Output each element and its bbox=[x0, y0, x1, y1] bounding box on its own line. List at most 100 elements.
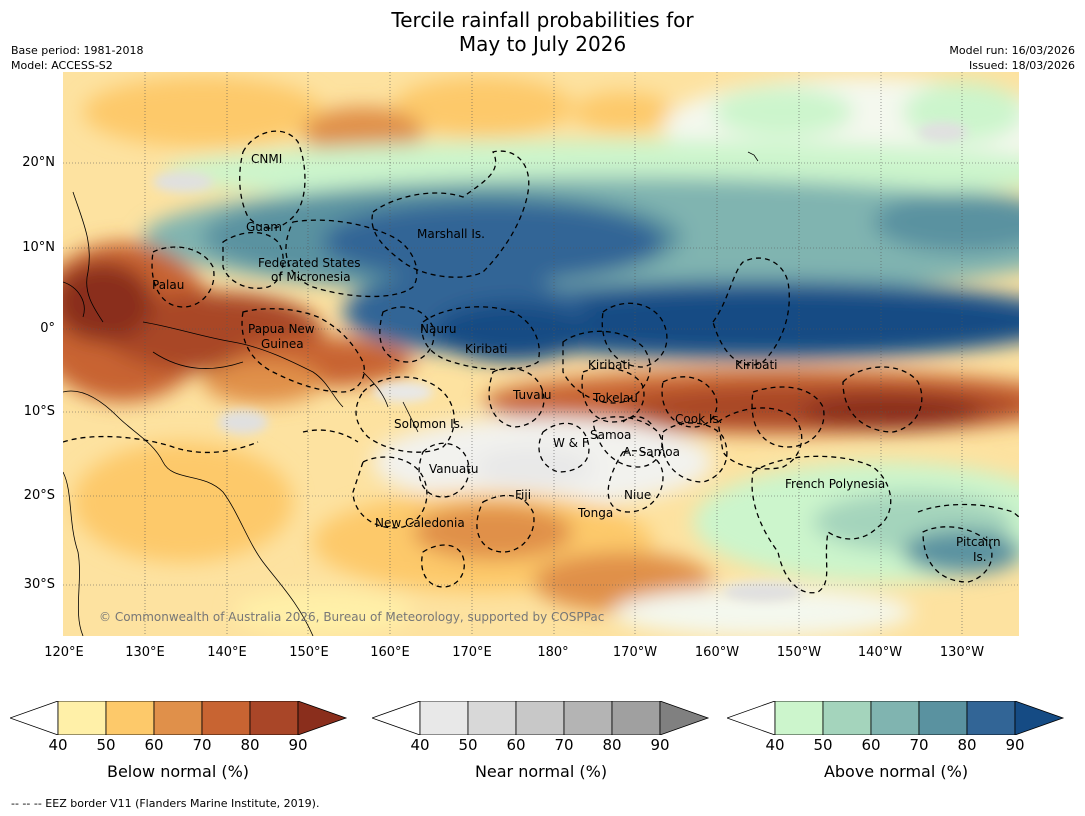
colorbar-tick-label: 80 bbox=[240, 736, 260, 754]
colorbar-label-near: Near normal (%) bbox=[474, 762, 608, 781]
colorbar-segment bbox=[966, 701, 1016, 735]
colorbar-extend-low bbox=[372, 701, 421, 735]
colorbar-tick-label: 90 bbox=[650, 736, 670, 754]
colorbar-extend-high bbox=[1014, 701, 1065, 735]
colorbar-extend-high bbox=[659, 701, 710, 735]
colorbar-label-below: Below normal (%) bbox=[106, 762, 250, 781]
label-nauru: Nauru bbox=[420, 322, 456, 336]
model-name: Model: ACCESS-S2 bbox=[11, 59, 113, 72]
colorbar-tick-label: 40 bbox=[48, 736, 68, 754]
lon-tick-160w: 160°W bbox=[694, 645, 740, 660]
colorbar-tick-label: 60 bbox=[506, 736, 526, 754]
model-run: Model run: 16/03/2026 bbox=[949, 44, 1075, 57]
label-asamoa: A. Samoa bbox=[623, 445, 680, 459]
colorbar-tick-label: 70 bbox=[554, 736, 574, 754]
colorbar-segment bbox=[201, 701, 251, 735]
colorbar-segment bbox=[870, 701, 920, 735]
colorbar-tick-label: 80 bbox=[957, 736, 977, 754]
lon-tick-170w: 170°W bbox=[612, 645, 658, 660]
near-normal-patches bbox=[153, 122, 968, 602]
colorbar-extend-low bbox=[10, 701, 59, 735]
colorbar-segment bbox=[105, 701, 155, 735]
lon-tick-120e: 120°E bbox=[44, 645, 84, 660]
label-marshall: Marshall Is. bbox=[417, 227, 485, 241]
lat-tick-20n: 20°N bbox=[22, 155, 55, 170]
colorbar-tick-label: 40 bbox=[765, 736, 785, 754]
base-period: Base period: 1981-2018 bbox=[11, 44, 144, 57]
colorbar-segment bbox=[611, 701, 661, 735]
lat-tick-10s: 10°S bbox=[23, 404, 55, 419]
label-kiribati-west: Kiribati bbox=[465, 342, 507, 356]
lat-tick-0: 0° bbox=[40, 321, 55, 336]
colorbar-segment bbox=[57, 701, 107, 735]
colorbar-tick-label: 40 bbox=[410, 736, 430, 754]
colorbar-segment bbox=[774, 701, 824, 735]
colorbar-tick-label: 80 bbox=[602, 736, 622, 754]
eez-legend-note: -- -- -- EEZ border V11 (Flanders Marine… bbox=[11, 797, 320, 810]
region-labels: CNMI Guam Marshall Is. Federated States … bbox=[152, 152, 1001, 564]
lon-tick-140e: 140°E bbox=[207, 645, 247, 660]
colorbar-segment bbox=[515, 701, 565, 735]
issued-date: Issued: 18/03/2026 bbox=[968, 59, 1075, 72]
label-tokelau: Tokelau bbox=[592, 391, 638, 405]
rainfall-probability-map: CNMI Guam Marshall Is. Federated States … bbox=[63, 72, 1019, 636]
label-tonga: Tonga bbox=[577, 506, 613, 520]
colorbar-segment bbox=[918, 701, 968, 735]
colorbar-above-normal bbox=[727, 701, 1065, 735]
label-cnmi: CNMI bbox=[251, 152, 282, 166]
lat-tick-30s: 30°S bbox=[23, 577, 55, 592]
colorbar-extend-low bbox=[727, 701, 776, 735]
eez-borders bbox=[63, 130, 1019, 594]
colorbar-segment bbox=[249, 701, 299, 735]
label-samoa: Samoa bbox=[590, 428, 631, 442]
colorbar-tick-label: 90 bbox=[1005, 736, 1025, 754]
coastlines bbox=[63, 151, 759, 636]
label-pitcairn-1: Pitcairn bbox=[956, 535, 1001, 549]
colorbar-segment bbox=[467, 701, 517, 735]
colorbar-near-normal bbox=[372, 701, 710, 735]
colorbar-tick-label: 60 bbox=[861, 736, 881, 754]
label-kiribati-east: Kiribati bbox=[735, 358, 777, 372]
lon-tick-140w: 140°W bbox=[857, 645, 903, 660]
colorbar-segment bbox=[419, 701, 469, 735]
colorbar-segment bbox=[822, 701, 872, 735]
label-kiribati-central: Kiribati bbox=[588, 358, 630, 372]
meta-left: Base period: 1981-2018 Model: ACCESS-S2 bbox=[11, 43, 143, 73]
label-fsm-1: Federated States bbox=[258, 256, 360, 270]
lat-tick-10n: 10°N bbox=[22, 240, 55, 255]
colorbar-segment bbox=[563, 701, 613, 735]
colorbar-tick-label: 50 bbox=[96, 736, 116, 754]
colorbar-label-above: Above normal (%) bbox=[823, 762, 969, 781]
lon-tick-170e: 170°E bbox=[452, 645, 492, 660]
title-line-2: May to July 2026 bbox=[458, 32, 627, 56]
colorbar-tick-label: 60 bbox=[144, 736, 164, 754]
colorbar-tick-label: 50 bbox=[813, 736, 833, 754]
label-wf: W & F bbox=[553, 436, 589, 450]
title-line-1: Tercile rainfall probabilities for bbox=[391, 8, 694, 32]
label-french-polynesia: French Polynesia bbox=[785, 477, 885, 491]
label-fsm-2: of Micronesia bbox=[271, 270, 351, 284]
lon-tick-180: 180° bbox=[537, 645, 569, 660]
probability-fields bbox=[63, 77, 1019, 636]
label-png-1: Papua New bbox=[248, 322, 315, 336]
label-cook: Cook Is. bbox=[675, 412, 722, 426]
copyright-notice: © Commonwealth of Australia 2026, Bureau… bbox=[99, 610, 604, 624]
label-fiji: Fiji bbox=[515, 488, 531, 502]
graticule bbox=[63, 72, 1019, 636]
label-new-caledonia: New Caledonia bbox=[375, 516, 465, 530]
colorbar-tick-label: 70 bbox=[192, 736, 212, 754]
label-tuvalu: Tuvalu bbox=[512, 388, 552, 402]
label-pitcairn-2: Is. bbox=[973, 550, 987, 564]
label-png-2: Guinea bbox=[261, 337, 304, 351]
lon-tick-130w: 130°W bbox=[939, 645, 985, 660]
colorbar-tick-label: 50 bbox=[458, 736, 478, 754]
lon-tick-150e: 150°E bbox=[289, 645, 329, 660]
lat-tick-20s: 20°S bbox=[23, 488, 55, 503]
map-title: Tercile rainfall probabilities for May t… bbox=[0, 8, 1085, 56]
colorbar-tick-label: 90 bbox=[288, 736, 308, 754]
label-solomon: Solomon Is. bbox=[394, 417, 464, 431]
lon-tick-130e: 130°E bbox=[125, 645, 165, 660]
colorbar-below-normal bbox=[10, 701, 348, 735]
lon-tick-150w: 150°W bbox=[776, 645, 822, 660]
label-vanuatu: Vanuatu bbox=[429, 462, 479, 476]
